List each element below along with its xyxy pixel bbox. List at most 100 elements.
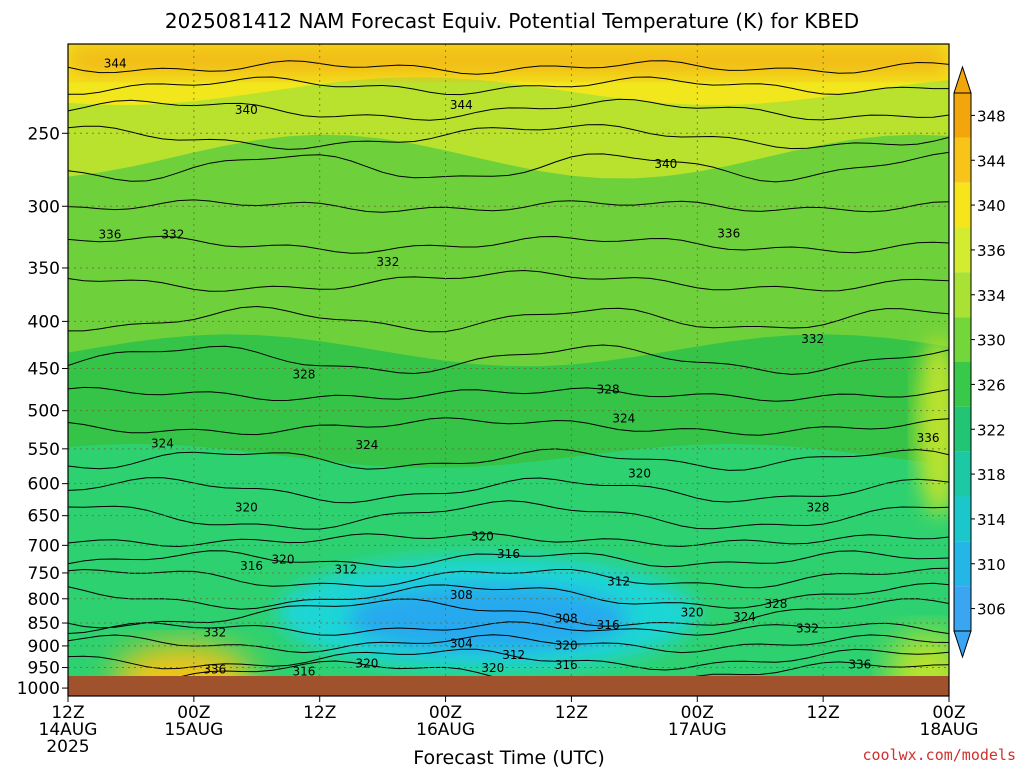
contour-label: 332 xyxy=(801,332,824,346)
x-tick-label: 12Z xyxy=(51,703,84,723)
contour-label: 332 xyxy=(376,255,399,269)
x-tick-label: 12Z xyxy=(807,703,840,723)
x-axis-title: Forecast Time (UTC) xyxy=(413,747,604,768)
contour-label: 320 xyxy=(471,530,494,544)
colorbar-swatch xyxy=(954,93,971,138)
x-tick-label: 12Z xyxy=(303,703,336,723)
contour-label: 316 xyxy=(293,665,316,679)
contour-label: 340 xyxy=(654,157,677,171)
field-warm-surface xyxy=(888,631,949,696)
y-tick-label: 800 xyxy=(28,590,60,610)
colorbar-swatch xyxy=(954,137,971,183)
contour-label: 320 xyxy=(272,552,295,566)
contour-label: 328 xyxy=(806,501,829,515)
field-warm-column xyxy=(916,336,949,517)
contour-label: 332 xyxy=(796,622,819,636)
contour-label: 312 xyxy=(334,563,357,577)
contour-label: 336 xyxy=(98,228,121,242)
y-tick-label: 650 xyxy=(28,507,60,527)
y-tick-label: 450 xyxy=(28,360,60,380)
contour-label: 332 xyxy=(161,228,184,242)
contour-label: 324 xyxy=(733,610,756,624)
x-tick-label: 2025 xyxy=(46,737,89,757)
contour-label: 332 xyxy=(203,625,226,639)
contour-line xyxy=(68,500,949,530)
colorbar-label: 344 xyxy=(977,152,1006,170)
y-tick-label: 500 xyxy=(28,402,60,422)
contour-label: 320 xyxy=(628,467,651,481)
contour-label: 324 xyxy=(151,437,174,451)
contour-line xyxy=(68,448,949,471)
contour-lines xyxy=(68,60,949,687)
contour-label: 312 xyxy=(502,648,525,662)
colorbar-label: 326 xyxy=(977,376,1006,394)
colorbar-swatch xyxy=(954,227,971,273)
contour-line xyxy=(68,417,949,436)
chart-title: 2025081412 NAM Forecast Equiv. Potential… xyxy=(165,9,859,33)
colorbar-label: 310 xyxy=(977,556,1006,574)
y-tick-label: 900 xyxy=(28,637,60,657)
temperature-field xyxy=(68,44,949,696)
contour-label: 336 xyxy=(917,431,940,445)
contour-label: 324 xyxy=(355,438,378,452)
contour-label: 336 xyxy=(717,226,740,240)
colorbar-swatch xyxy=(954,317,971,362)
contour-label: 328 xyxy=(764,597,787,611)
colorbar-swatch xyxy=(954,406,971,452)
y-tick-label: 700 xyxy=(28,536,60,556)
colorbar-label: 322 xyxy=(977,421,1006,439)
y-tick-label: 250 xyxy=(28,124,60,144)
contour-label: 308 xyxy=(555,611,578,625)
x-tick-label: 00Z xyxy=(177,703,210,723)
contour-line xyxy=(68,550,949,568)
x-tick-label: 18AUG xyxy=(920,720,979,740)
colorbar-swatch xyxy=(954,496,971,542)
contour-label: 316 xyxy=(555,658,578,672)
plot-area: 344 344 340 340 336 332 336 332 332 328 328 324 324 3… xyxy=(68,44,949,696)
colorbar: 348 344 340 336 334 330 326 322 318 314 310 306 xyxy=(953,65,1006,659)
contour-label: 320 xyxy=(555,638,578,652)
contour-line xyxy=(68,582,949,610)
contour-label: 316 xyxy=(240,559,263,573)
contour-label: 324 xyxy=(612,412,635,426)
colorbar-label: 330 xyxy=(977,332,1006,350)
colorbar-label: 314 xyxy=(977,511,1006,529)
field-cold-core xyxy=(347,584,628,653)
x-tick-label: 00Z xyxy=(681,703,714,723)
colorbar-label: 340 xyxy=(977,197,1006,215)
contour-label: 308 xyxy=(450,588,473,602)
y-axis: 250 300 350 400 450 500 550 600 650 700 750 800 850 9… xyxy=(17,124,68,699)
contour-line xyxy=(68,269,949,292)
contour-line xyxy=(68,98,949,121)
contour-label: 316 xyxy=(597,618,620,632)
y-tick-label: 550 xyxy=(28,440,60,460)
contour-line xyxy=(68,305,949,333)
colorbar-top-arrow xyxy=(953,65,972,94)
contour-label: 304 xyxy=(450,637,473,651)
colorbar-swatch xyxy=(954,362,971,407)
y-tick-label: 850 xyxy=(28,614,60,634)
contour-line xyxy=(68,386,949,402)
y-tick-label: 950 xyxy=(28,659,60,679)
y-tick-label: 600 xyxy=(28,475,60,495)
contour-line xyxy=(68,60,949,75)
contour-label: 320 xyxy=(355,656,378,670)
plot-frame xyxy=(67,43,950,697)
contour-line xyxy=(68,567,949,589)
colorbar-swatch xyxy=(954,272,971,318)
ground-bar xyxy=(68,676,949,696)
x-tick-label: 00Z xyxy=(429,703,462,723)
contour-label: 340 xyxy=(235,103,258,117)
contour-label: 344 xyxy=(104,57,127,71)
contour-line xyxy=(68,477,949,504)
colorbar-swatch xyxy=(954,586,971,631)
x-tick-label: 14AUG xyxy=(39,720,98,740)
y-tick-label: 1000 xyxy=(17,679,60,699)
colorbar-swatch xyxy=(954,541,971,587)
y-tick-label: 300 xyxy=(28,197,60,217)
credit-text: coolwx.com/models xyxy=(862,746,1016,764)
colorbar-label: 318 xyxy=(977,466,1006,484)
contour-line xyxy=(68,124,949,150)
